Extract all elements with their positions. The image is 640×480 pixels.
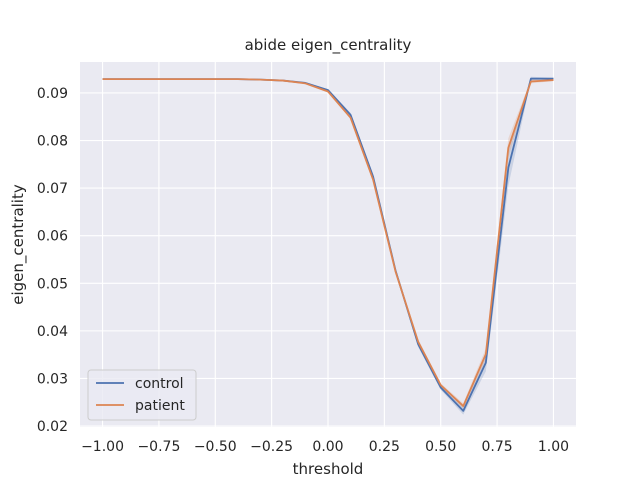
- x-tick-label: 0.75: [482, 439, 513, 455]
- x-tick-label: −1.00: [81, 439, 124, 455]
- x-tick-label: 0.50: [425, 439, 456, 455]
- x-tick-label: 0.00: [312, 439, 343, 455]
- x-axis-label: threshold: [293, 460, 364, 478]
- patient-line: [102, 78, 554, 407]
- control-legend-label: control: [135, 376, 184, 392]
- x-tick-label: −0.50: [194, 439, 237, 455]
- x-axis-ticks: −1.00 −0.75 −0.50 −0.25 0.00 0.25 0.50 0.75 1.00: [81, 439, 569, 455]
- y-tick-label: 0.07: [37, 181, 68, 197]
- grid-lines: [80, 62, 576, 427]
- y-tick-label: 0.06: [37, 229, 68, 245]
- y-tick-label: 0.02: [37, 419, 68, 435]
- x-tick-label: 1.00: [538, 439, 569, 455]
- y-tick-label: 0.08: [37, 134, 68, 150]
- series-lines: [102, 77, 554, 412]
- y-axis-ticks: 0.02 0.03 0.04 0.05 0.06 0.07 0.08 0.09: [37, 86, 68, 435]
- y-tick-label: 0.03: [37, 371, 68, 387]
- y-tick-label: 0.05: [37, 276, 68, 292]
- x-tick-label: −0.25: [250, 439, 293, 455]
- legend: control patient: [87, 369, 197, 421]
- patient-legend-label: patient: [135, 398, 185, 414]
- y-axis-label: eigen_centrality: [9, 184, 28, 305]
- x-tick-label: 0.25: [369, 439, 400, 455]
- x-tick-label: −0.75: [137, 439, 180, 455]
- y-tick-label: 0.04: [37, 324, 68, 340]
- y-tick-label: 0.09: [37, 86, 68, 102]
- chart-title: abide eigen_centrality: [245, 36, 412, 55]
